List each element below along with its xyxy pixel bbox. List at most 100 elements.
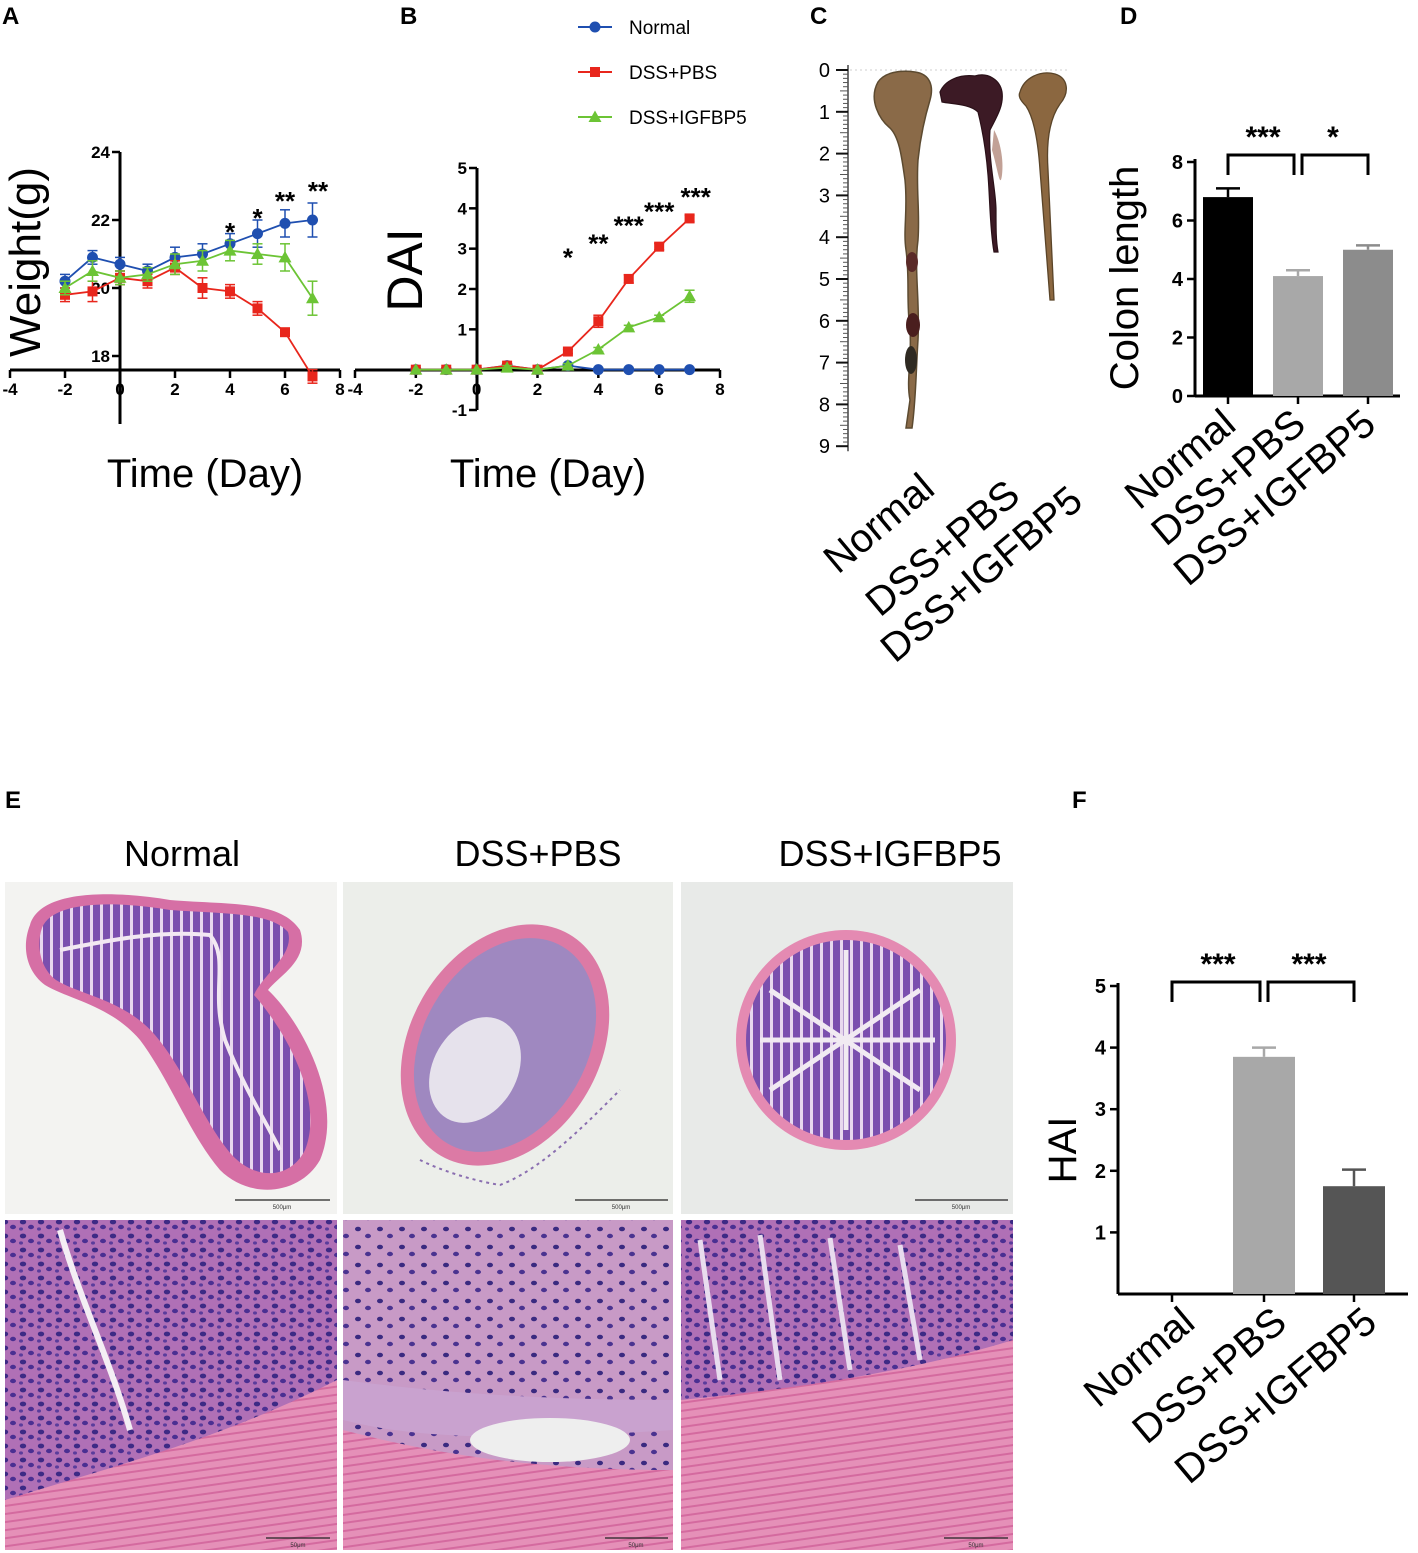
- tissue-dss-pbs-high-gap: [470, 1418, 630, 1462]
- tissue-dss-pbs-lumen: [429, 1017, 521, 1123]
- data-point: [684, 364, 696, 376]
- tissue-dss-igfbp5-high-muscle: [681, 1340, 1013, 1550]
- y-tick-label: 4: [1172, 269, 1184, 291]
- bar-2: [1323, 1186, 1385, 1294]
- y-tick-label: 1: [1095, 1222, 1106, 1244]
- x-tick-label: 6: [280, 380, 289, 399]
- x-tick-label: 6: [654, 380, 663, 399]
- significance-mark: **: [308, 176, 329, 206]
- significance-bracket: [1226, 153, 1296, 175]
- tissue-dss-pbs-high-muscle: [343, 1430, 673, 1550]
- colon-normal-feces-1: [906, 252, 918, 272]
- tissue-normal-high-crypt: [57, 1229, 133, 1431]
- x-tick-label: 2: [533, 380, 542, 399]
- scale-label-dss-pbs-top: 500μm: [612, 1205, 630, 1211]
- ruler-label: 3: [819, 185, 830, 207]
- significance-mark: **: [275, 186, 296, 216]
- tissue-dss-igfbp5-high-crypts: [697, 1234, 923, 1381]
- significance-mark: ***: [1200, 948, 1235, 981]
- y-tick-label: 3: [1095, 1099, 1106, 1121]
- significance-mark: **: [588, 229, 609, 259]
- significance-mark: ***: [644, 196, 675, 226]
- scale-label-normal-bottom: 50μm: [290, 1543, 305, 1549]
- x-tick-label: 0: [115, 380, 124, 399]
- y-tick-label: 2: [1172, 328, 1183, 350]
- significance-mark: ***: [1245, 121, 1280, 154]
- scale-label-normal-top: 500μm: [273, 1205, 291, 1211]
- data-point: [439, 363, 453, 375]
- legend-marker-2: [588, 110, 602, 122]
- significance-mark: *: [252, 203, 263, 233]
- x-tick-label: 8: [715, 380, 724, 399]
- legend: Normal DSS+PBS DSS+IGFBP5: [578, 18, 747, 129]
- legend-label-1: DSS+PBS: [629, 63, 717, 84]
- ruler-label: 9: [819, 436, 830, 458]
- x-tick-label: -4: [347, 380, 363, 399]
- histology-title-dss-pbs: DSS+PBS: [454, 833, 621, 874]
- data-point: [225, 286, 235, 297]
- significance-bracket: [1300, 153, 1370, 175]
- legend-marker-1: [590, 67, 600, 77]
- scale-label-dss-igfbp5-top: 500μm: [952, 1205, 970, 1211]
- x-axis-label: Time (Day): [107, 452, 303, 496]
- data-point: [500, 361, 514, 373]
- x-tick-label: -2: [57, 380, 72, 399]
- colon-dss-pbs: [939, 74, 1003, 253]
- colon-dss-igfbp5: [1018, 72, 1067, 301]
- y-tick-label: 0: [1172, 386, 1183, 408]
- panel-letter-d: D: [1120, 3, 1137, 30]
- panel-letter-b: B: [400, 3, 417, 30]
- x-tick-label: 4: [225, 380, 235, 399]
- series-line-0: [64, 219, 313, 282]
- data-point: [684, 213, 695, 224]
- panel-letter-f: F: [1072, 787, 1087, 814]
- panel-letter-a: A: [2, 3, 19, 30]
- y-tick-label: 1: [458, 320, 467, 339]
- data-point: [252, 303, 263, 314]
- ruler-label: 6: [819, 311, 830, 333]
- y-tick-label: 5: [458, 159, 467, 178]
- scale-label-dss-pbs-bottom: 50μm: [628, 1543, 643, 1549]
- series-line-2: [64, 249, 314, 299]
- y-axis-label: Colon length: [1103, 166, 1147, 391]
- histology-title-dss-igfbp5: DSS+IGFBP5: [778, 833, 1001, 874]
- data-point: [683, 289, 697, 302]
- significance-mark: ***: [680, 182, 711, 212]
- y-tick-label: 2: [458, 280, 467, 299]
- ruler-label: 2: [819, 144, 830, 166]
- scale-label-dss-igfbp5-bottom: 50μm: [968, 1543, 983, 1549]
- x-axis-label: Time (Day): [450, 452, 646, 496]
- histology-title-normal: Normal: [124, 833, 240, 874]
- tissue-normal-high-muscle: [5, 1380, 337, 1550]
- significance-mark: ***: [1291, 948, 1326, 981]
- significance-bracket: [1266, 980, 1356, 1002]
- data-point: [623, 364, 635, 376]
- x-tick-label: -4: [2, 380, 18, 399]
- data-point: [653, 364, 665, 376]
- data-point: [591, 343, 605, 355]
- legend-label-0: Normal: [629, 18, 690, 39]
- data-point: [531, 363, 544, 375]
- data-point: [470, 363, 484, 375]
- data-point: [279, 217, 291, 229]
- data-point: [86, 264, 99, 276]
- data-point: [252, 228, 263, 240]
- data-point: [623, 273, 634, 284]
- data-point: [113, 271, 127, 283]
- y-tick-label: 22: [91, 211, 110, 230]
- colon-dss-pbs-tail: [992, 130, 1003, 181]
- data-point: [654, 241, 665, 252]
- y-tick-label: 24: [91, 143, 110, 162]
- ruler-label: 5: [819, 269, 830, 291]
- series-line-1: [64, 266, 314, 377]
- significance-mark: *: [225, 217, 236, 247]
- colon-normal-feces-3: [905, 346, 917, 374]
- bar-1: [1273, 276, 1323, 396]
- tissue-normal-lumen: [59, 931, 282, 1151]
- colon-normal-feces-2: [906, 313, 920, 337]
- bar-2: [1343, 249, 1393, 396]
- data-point: [622, 320, 636, 333]
- panel-letter-e: E: [5, 787, 21, 814]
